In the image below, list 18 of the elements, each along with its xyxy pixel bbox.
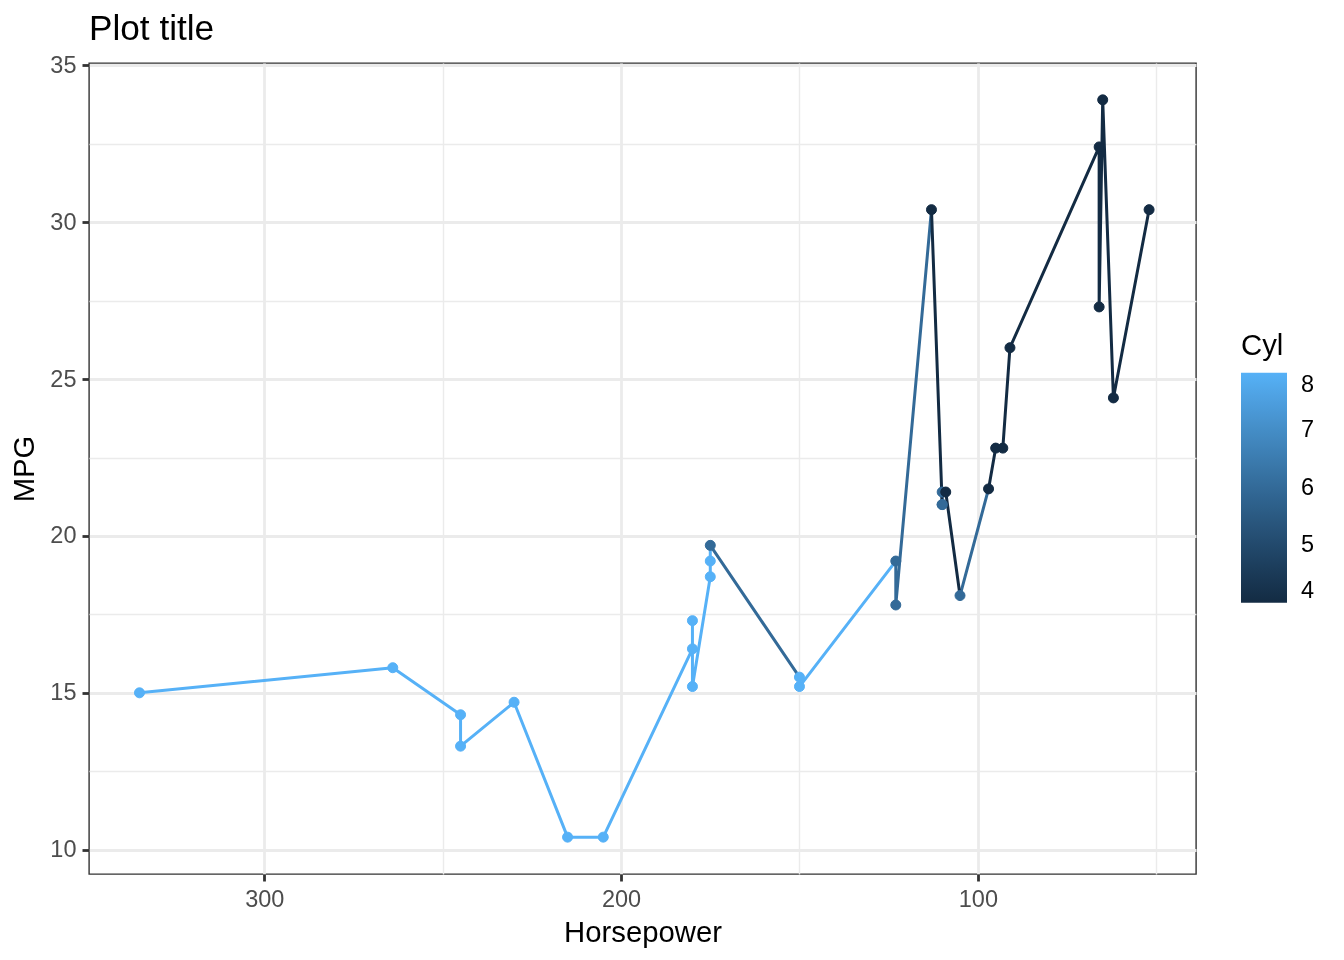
color-bar-label: 6 — [1301, 473, 1315, 500]
color-bar-label: 4 — [1301, 576, 1315, 603]
color-bar-label: 7 — [1301, 416, 1315, 443]
y-tick-label: 15 — [50, 679, 77, 706]
y-tick-label: 25 — [50, 365, 77, 392]
y-tick-label: 35 — [50, 51, 77, 78]
y-tick-label: 10 — [50, 836, 77, 863]
x-tick-label: 200 — [601, 885, 642, 912]
chart-title: Plot title — [89, 8, 215, 48]
y-tick-label: 20 — [50, 522, 77, 549]
color-bar-label: 8 — [1301, 370, 1315, 397]
x-tick-label: 100 — [958, 885, 998, 912]
y-axis-title: MPG — [7, 435, 41, 503]
x-tick-label: 300 — [245, 885, 285, 912]
color-bar-title: Cyl — [1241, 327, 1284, 361]
y-tick-label: 30 — [50, 208, 77, 235]
x-axis-title: Horsepower — [564, 915, 723, 948]
color-bar-label: 5 — [1301, 531, 1315, 558]
